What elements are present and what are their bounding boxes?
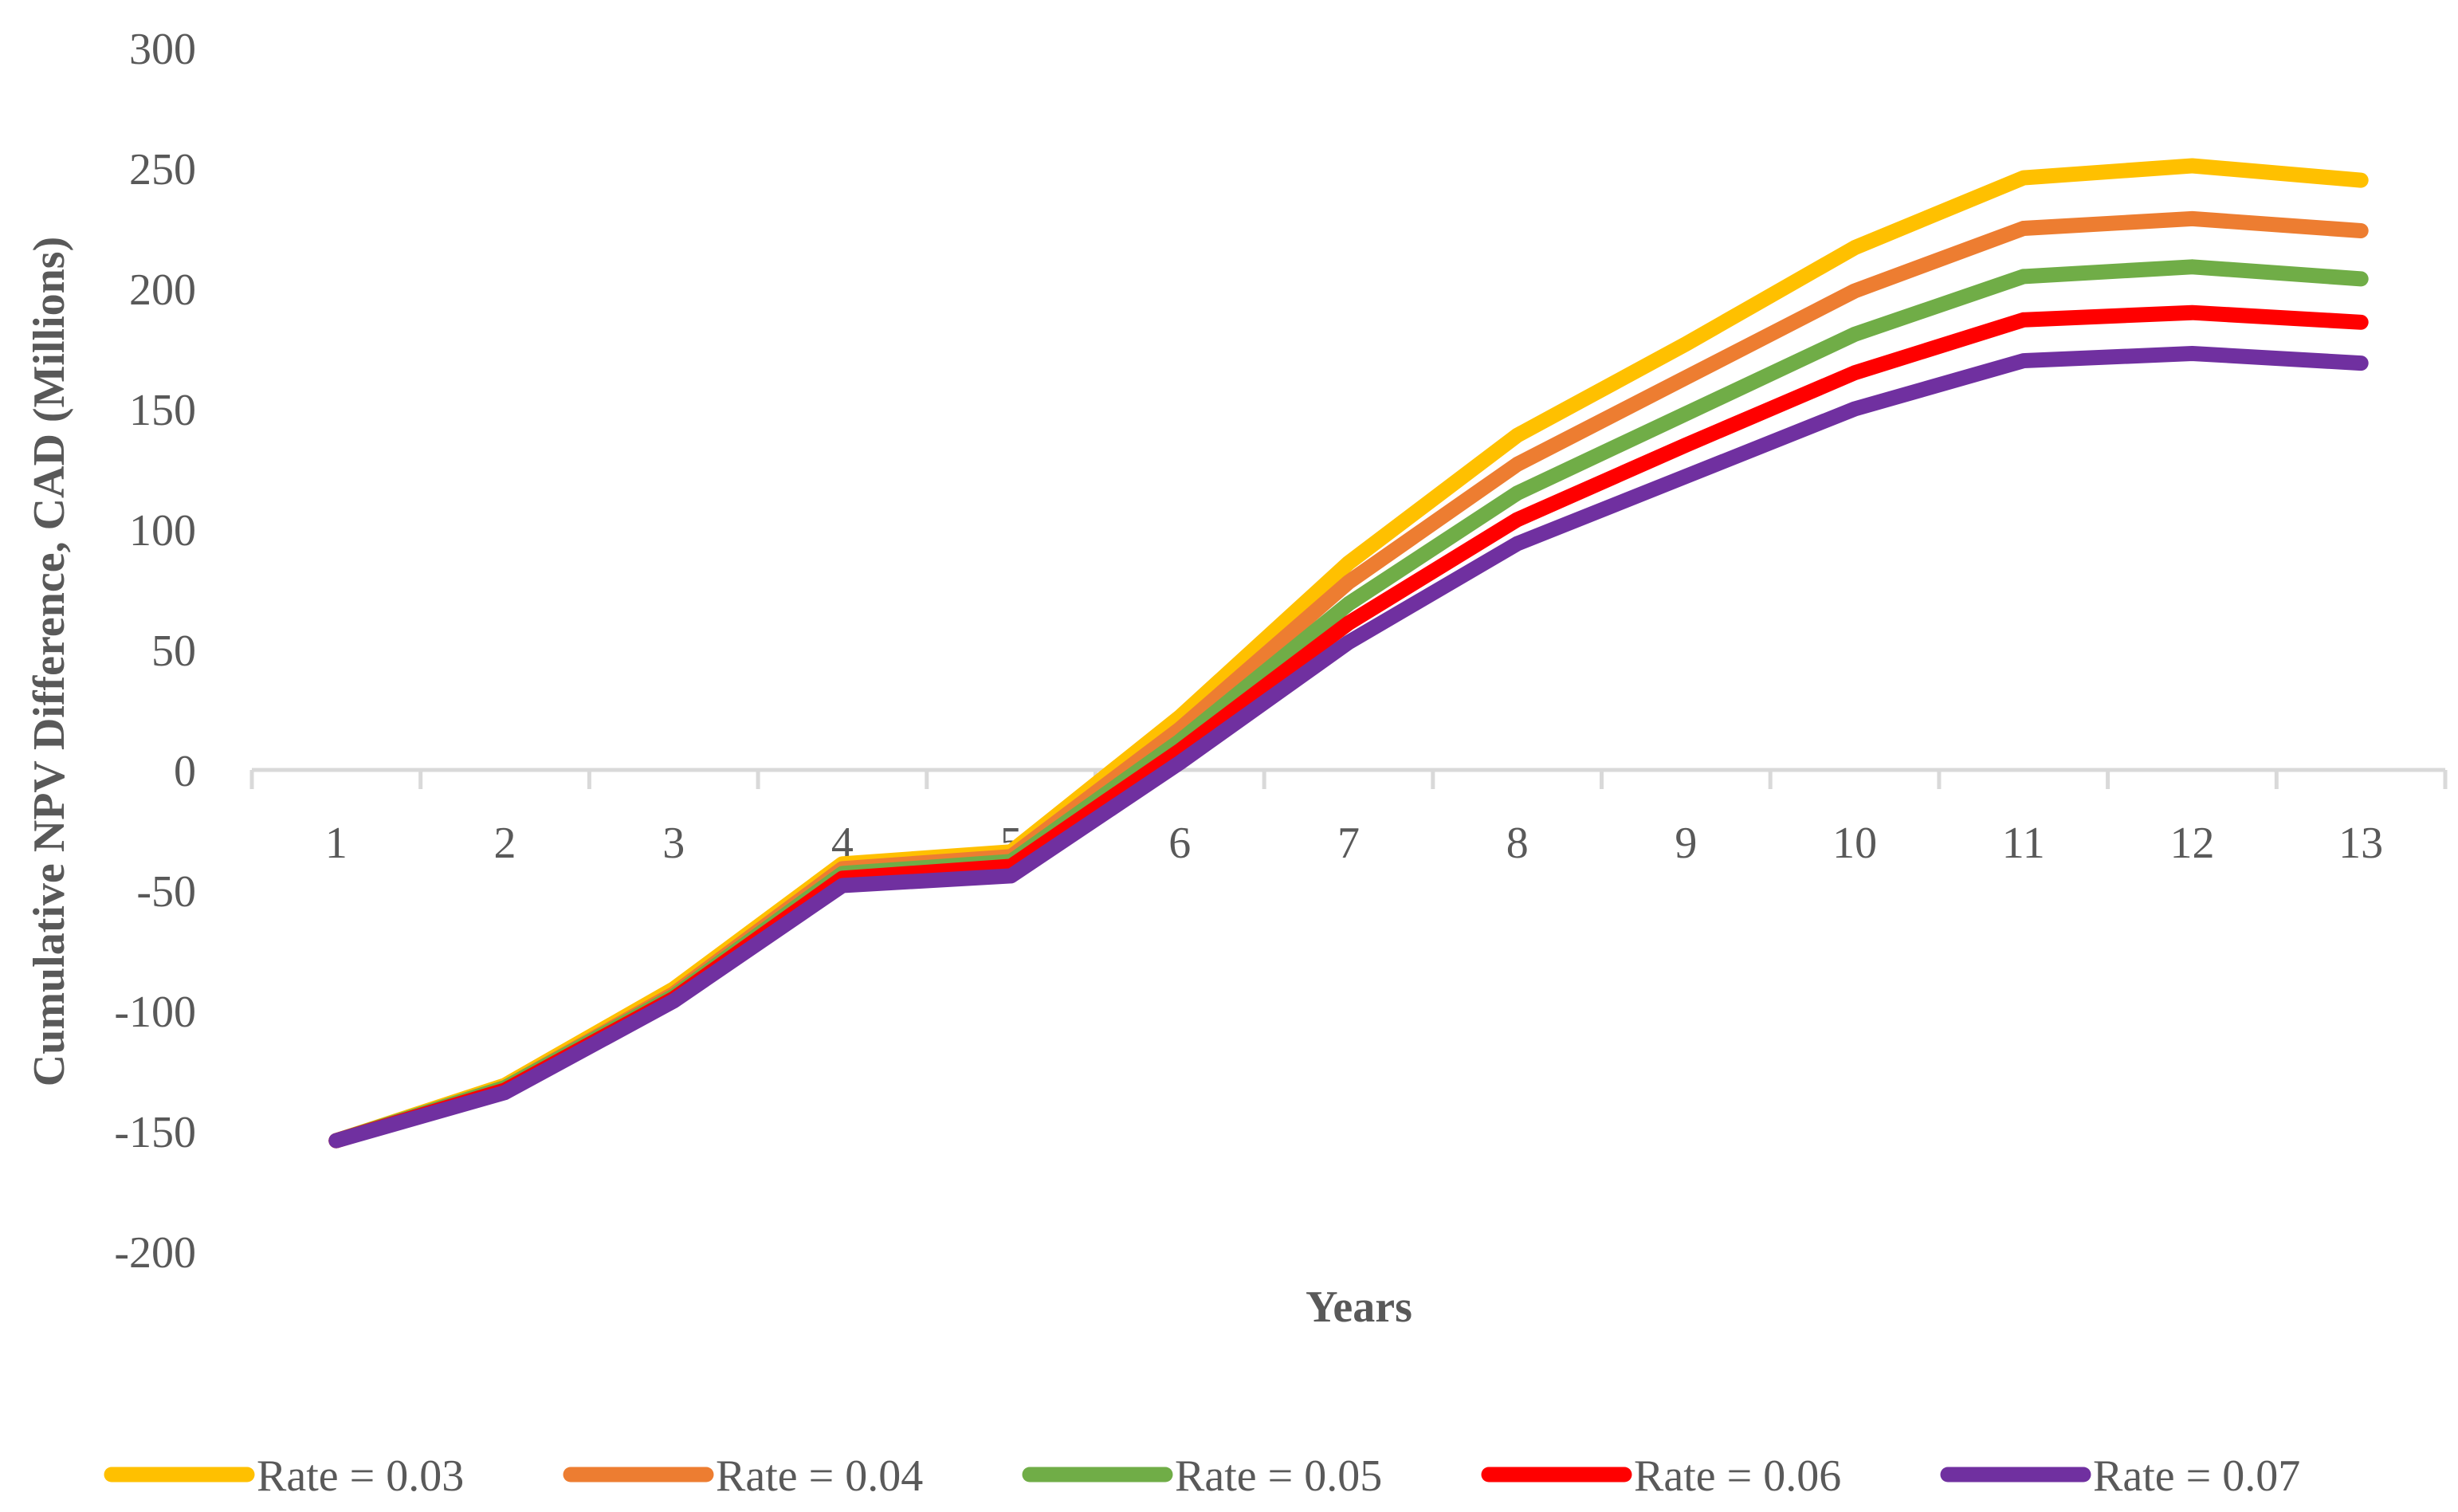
x-tick-label: 11 xyxy=(2002,819,2045,868)
legend-label: Rate = 0.03 xyxy=(257,1451,464,1501)
legend-label: Rate = 0.07 xyxy=(2093,1451,2300,1501)
x-axis-tick-labels: 1 2 3 4 5 6 7 8 9 10 11 12 13 xyxy=(325,819,2383,868)
legend-label: Rate = 0.04 xyxy=(716,1451,923,1501)
x-tick-label: 2 xyxy=(494,819,516,868)
x-tick-label: 9 xyxy=(1675,819,1697,868)
y-tick-label: -150 xyxy=(114,1108,196,1157)
x-tick-label: 3 xyxy=(662,819,685,868)
x-axis-title: Years xyxy=(1306,1282,1412,1332)
legend: Rate = 0.03 Rate = 0.04 Rate = 0.05 Rate = … xyxy=(104,1451,2300,1501)
y-tick-label: 250 xyxy=(129,145,196,194)
y-tick-label: 150 xyxy=(129,386,196,435)
x-tick-label: 8 xyxy=(1506,819,1529,868)
x-tick-label: 1 xyxy=(325,819,347,868)
series-line-rate-0.07 xyxy=(328,346,2369,1149)
y-tick-label: -200 xyxy=(114,1228,196,1278)
y-tick-label: 0 xyxy=(174,747,196,796)
x-tick-label: 10 xyxy=(1832,819,1877,868)
y-tick-label: -50 xyxy=(136,867,196,917)
y-tick-label: 200 xyxy=(129,265,196,315)
x-tick-label: 7 xyxy=(1337,819,1360,868)
y-tick-label: -100 xyxy=(114,988,196,1037)
y-axis-tick-labels: 300 250 200 150 100 50 0 -50 -100 -150 -200 xyxy=(114,25,196,1278)
x-axis xyxy=(249,768,2448,789)
x-tick-label: 13 xyxy=(2338,819,2383,868)
x-tick-label: 6 xyxy=(1168,819,1191,868)
x-tick-label: 12 xyxy=(2169,819,2214,868)
y-tick-label: 50 xyxy=(151,626,196,676)
y-tick-label: 300 xyxy=(129,25,196,74)
legend-label: Rate = 0.05 xyxy=(1175,1451,1382,1501)
y-axis-title: Cumulative NPV Difference, CAD (Millions… xyxy=(25,237,74,1086)
series-lines xyxy=(328,158,2369,1149)
y-tick-label: 100 xyxy=(129,506,196,556)
legend-label: Rate = 0.06 xyxy=(1634,1451,1841,1501)
